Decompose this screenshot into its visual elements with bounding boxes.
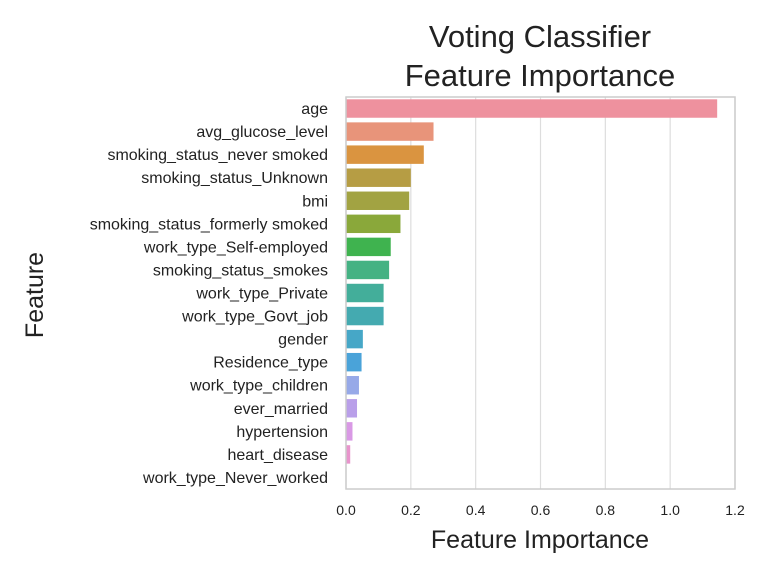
bars [346, 99, 718, 464]
bar-work-type-children [346, 376, 359, 395]
y-tick-label: smoking_status_smokes [153, 262, 328, 279]
y-tick-label: gender [278, 332, 328, 349]
y-tick-label: work_type_Govt_job [181, 309, 328, 326]
bar-smoking-status-never-smoked [346, 145, 424, 164]
x-tick-label: 0.8 [596, 502, 616, 518]
x-tick-labels: 0.0 0.2 0.4 0.6 0.8 1.0 1.2 [336, 502, 745, 518]
y-tick-label: age [301, 101, 328, 118]
bar-residence-type [346, 352, 362, 372]
y-tick-label: heart_disease [227, 447, 328, 464]
bar-work-type-govt-job [346, 306, 384, 326]
bar-hypertension [346, 422, 353, 441]
plot-frame [345, 96, 736, 490]
x-tick-label: 0.2 [401, 502, 421, 518]
bar-smoking-status-smokes [346, 260, 390, 280]
bar-heart-disease [346, 445, 351, 464]
chart-title-line-1: Voting Classifier [429, 19, 651, 54]
y-tick-label: work_type_Never_worked [142, 470, 328, 487]
y-tick-label: work_type_children [189, 378, 328, 395]
y-tick-label: avg_glucose_level [196, 124, 328, 141]
y-tick-label: ever_married [234, 401, 328, 418]
x-tick-label: 0.6 [531, 502, 551, 518]
bar-work-type-private [346, 283, 384, 303]
x-tick-label: 1.0 [660, 502, 680, 518]
bar-work-type-self-employed [346, 237, 391, 257]
x-axis-label: Feature Importance [431, 526, 649, 554]
y-tick-label: smoking_status_never smoked [107, 147, 328, 164]
chart-title-line-2: Feature Importance [405, 58, 676, 93]
y-tick-labels: age avg_glucose_level smoking_status_never… [90, 101, 329, 487]
y-tick-label: bmi [302, 193, 328, 210]
bar-age [346, 99, 718, 118]
y-tick-label: work_type_Self-employed [143, 239, 328, 256]
bar-gender [346, 329, 363, 349]
y-tick-label: work_type_Private [195, 286, 328, 303]
y-tick-label: hypertension [236, 424, 328, 441]
x-tick-label: 0.4 [466, 502, 486, 518]
y-tick-label: smoking_status_formerly smoked [90, 216, 328, 233]
y-axis-label: Feature [21, 252, 49, 338]
x-tick-label: 0.0 [336, 502, 356, 518]
bar-bmi [346, 191, 410, 210]
bar-ever-married [346, 399, 358, 418]
bar-smoking-status-formerly-smoked [346, 214, 401, 234]
y-tick-label: Residence_type [213, 355, 328, 372]
x-tick-label: 1.2 [725, 502, 745, 518]
bar-avg-glucose-level [346, 122, 434, 141]
bar-smoking-status-unknown [346, 168, 411, 187]
y-tick-label: smoking_status_Unknown [141, 170, 328, 187]
